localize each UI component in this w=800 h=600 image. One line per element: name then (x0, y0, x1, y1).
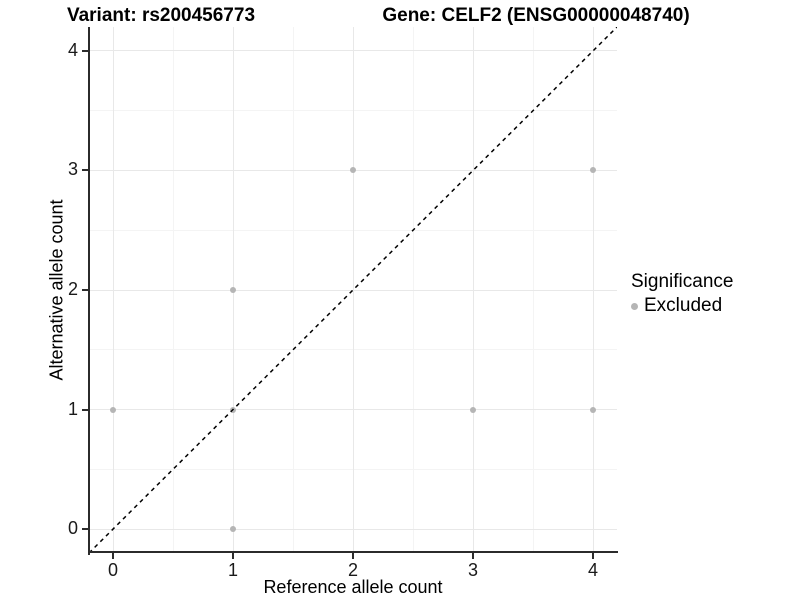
y-tick-label: 0 (67, 518, 78, 539)
gridline-major-horizontal (89, 409, 617, 411)
plot-panel (89, 27, 617, 553)
legend-point-swatch (631, 302, 638, 310)
gene-title: Gene: CELF2 (ENSG00000048740) (382, 5, 690, 26)
x-tick-label: 1 (227, 560, 238, 580)
legend: Significance Excluded (631, 271, 733, 317)
x-axis-line (88, 551, 618, 553)
y-tick-label: 1 (67, 398, 78, 419)
y-tick-label: 2 (67, 279, 78, 299)
y-tick-label: 4 (67, 39, 78, 60)
x-axis-tick (352, 553, 354, 559)
x-tick-label: 3 (467, 560, 478, 580)
x-axis-tick (592, 553, 594, 559)
x-axis-title: Reference allele count (263, 577, 443, 597)
x-tick-label: 0 (107, 560, 118, 580)
gridline-major-horizontal (89, 289, 617, 291)
legend-item-label: Excluded (644, 295, 723, 316)
data-point (110, 406, 116, 413)
x-tick-label: 2 (347, 560, 358, 580)
x-axis-tick (112, 553, 114, 559)
data-point (230, 526, 236, 533)
variant-title: Variant: rs200456773 (66, 5, 256, 26)
legend-item-excluded: Excluded (631, 295, 733, 317)
y-axis-tick (82, 528, 88, 531)
y-axis-line (88, 27, 90, 555)
x-axis-tick (232, 553, 234, 559)
x-axis-tick (472, 553, 474, 559)
y-axis-tick (82, 408, 88, 411)
legend-title: Significance (631, 271, 734, 292)
data-point (590, 167, 596, 174)
y-axis-tick (82, 49, 88, 52)
y-axis-tick (82, 169, 88, 172)
data-point (350, 167, 356, 174)
identity-line (89, 27, 617, 553)
data-point (470, 406, 476, 413)
x-tick-label: 4 (587, 560, 598, 580)
data-point (590, 406, 596, 413)
gridline-major-horizontal (89, 50, 617, 52)
gridline-major-horizontal (89, 528, 617, 530)
data-point (230, 287, 236, 293)
y-tick-label: 3 (67, 159, 78, 180)
y-axis-tick (82, 289, 88, 291)
